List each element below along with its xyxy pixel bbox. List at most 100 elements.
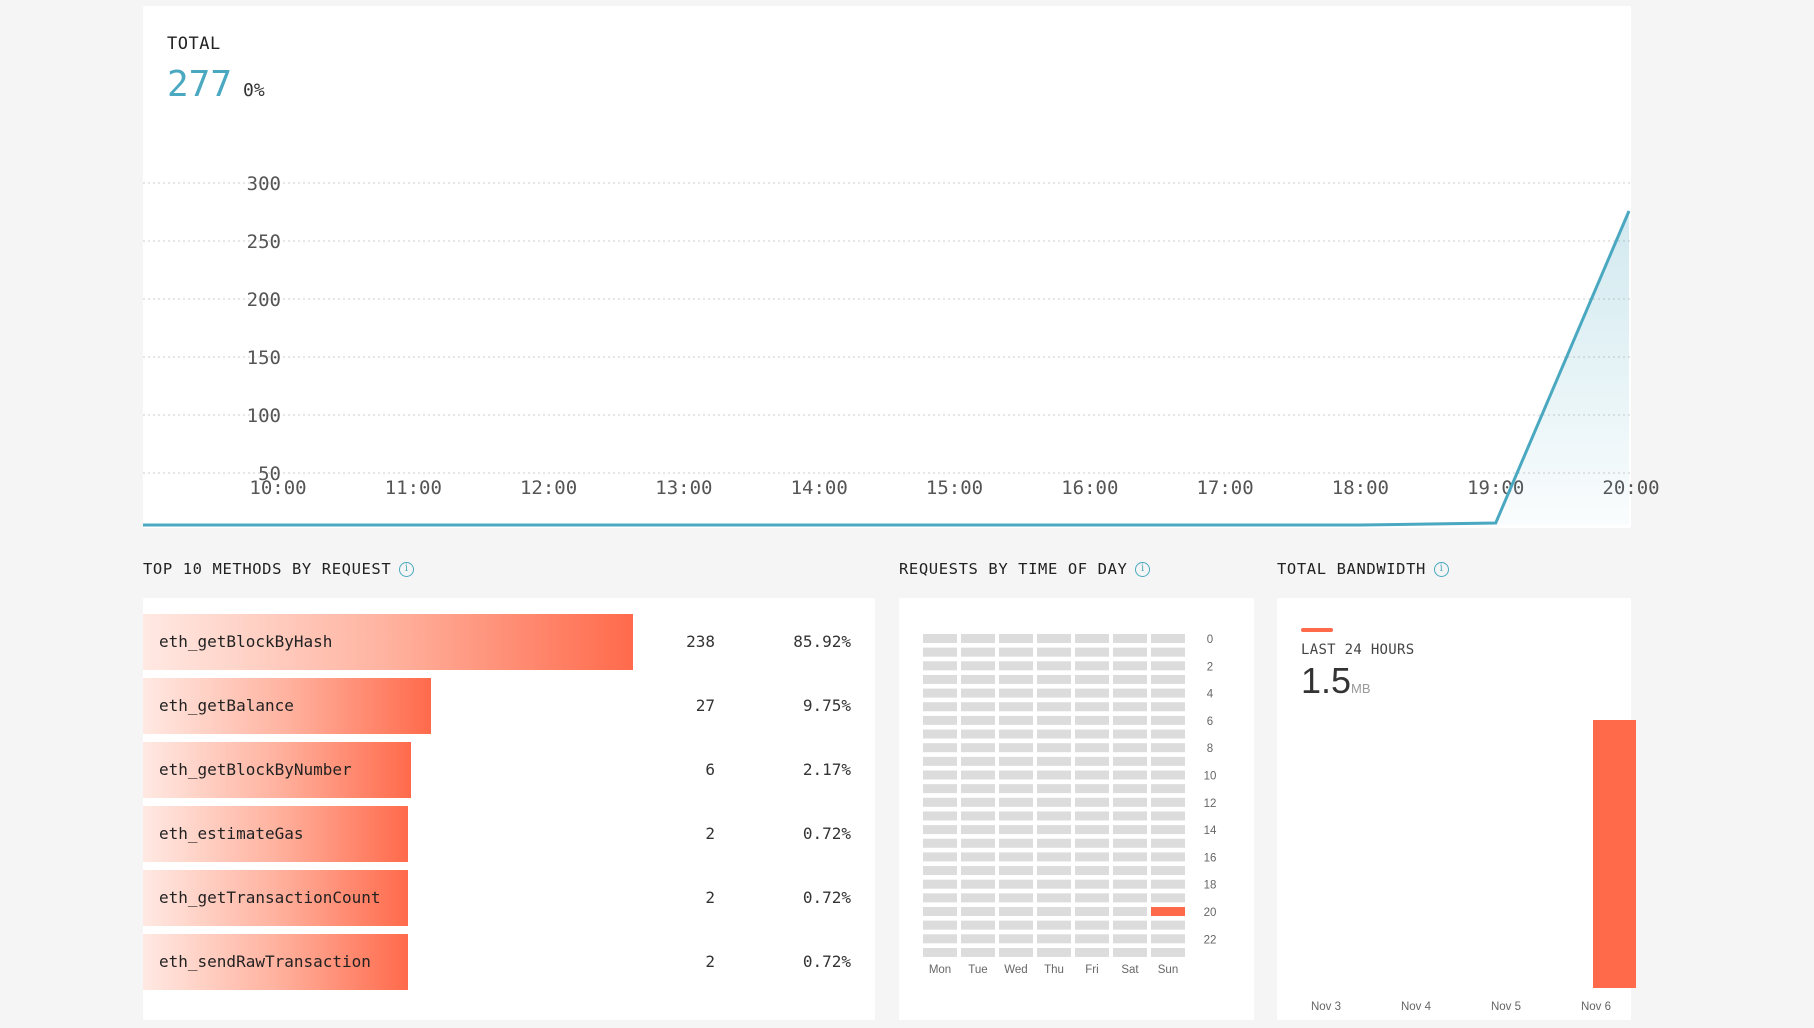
heat-cell	[1037, 661, 1071, 671]
heat-cell	[999, 634, 1033, 643]
heat-cell	[961, 729, 995, 739]
heat-cell	[1037, 947, 1071, 957]
heat-cell	[1151, 852, 1185, 862]
x-tick-label: 17:00	[1196, 477, 1253, 499]
heat-cell	[923, 893, 957, 903]
heat-cell	[999, 811, 1033, 821]
heat-cell	[1075, 852, 1109, 862]
heat-cell	[1075, 784, 1109, 794]
methods-card: eth_getBlockByHash 238 85.92% eth_getBalanc…	[143, 598, 875, 1020]
heat-cell	[1151, 743, 1185, 753]
method-row[interactable]: eth_estimateGas 2 0.72%	[143, 806, 875, 862]
date-label: Nov 4	[1401, 1001, 1432, 1013]
heat-cell	[923, 825, 957, 835]
bandwidth-bar-chart: Nov 3 Nov 4 Nov 5 Nov 6	[1311, 720, 1636, 1013]
heat-cell	[1113, 811, 1147, 821]
method-row[interactable]: eth_getTransactionCount 2 0.72%	[143, 870, 875, 926]
heat-cell	[1113, 674, 1147, 684]
method-row[interactable]: eth_getBlockByNumber 6 2.17%	[143, 742, 875, 798]
heat-cell	[923, 674, 957, 684]
heat-cell	[961, 893, 995, 903]
x-tick-label: 16:00	[1061, 477, 1118, 499]
heat-cell	[961, 797, 995, 807]
method-count: 2	[705, 824, 715, 843]
heat-cell	[1113, 920, 1147, 930]
heat-cell	[1075, 770, 1109, 780]
heat-cell	[961, 784, 995, 794]
method-count: 2	[705, 952, 715, 971]
method-row[interactable]: eth_sendRawTransaction 2 0.72%	[143, 934, 875, 990]
heat-cell	[961, 852, 995, 862]
info-icon[interactable]: i	[399, 561, 415, 577]
heat-cell	[961, 647, 995, 657]
heat-cell	[961, 702, 995, 712]
method-name: eth_getTransactionCount	[159, 888, 381, 907]
method-row[interactable]: eth_getBlockByHash 238 85.92%	[143, 614, 875, 670]
heat-cell	[1037, 907, 1071, 916]
heat-cell	[1113, 934, 1147, 944]
heat-cell	[1113, 688, 1147, 698]
date-label: Nov 3	[1311, 1001, 1341, 1013]
method-count: 238	[686, 632, 715, 651]
info-icon[interactable]: i	[1135, 561, 1151, 577]
method-percent: 85.92%	[793, 632, 851, 651]
heat-cell	[923, 852, 957, 862]
heat-cell	[1037, 811, 1071, 821]
y-tick-label: 50	[258, 463, 281, 485]
heat-cell	[999, 934, 1033, 944]
heat-cell	[1113, 647, 1147, 657]
heat-cell	[1037, 688, 1071, 698]
heat-cell	[923, 920, 957, 930]
x-tick-label: 12:00	[520, 477, 577, 499]
heat-cell	[923, 784, 957, 794]
heat-cell	[999, 674, 1033, 684]
x-tick-label: 14:00	[791, 477, 848, 499]
method-name: eth_getBalance	[159, 696, 294, 715]
method-row[interactable]: eth_getBalance 27 9.75%	[143, 678, 875, 734]
y-tick-label: 200	[247, 289, 281, 311]
heat-cell	[961, 715, 995, 725]
heat-cell	[999, 688, 1033, 698]
heat-cell	[961, 661, 995, 671]
heat-cell	[1151, 702, 1185, 712]
heat-cell	[923, 647, 957, 657]
heat-cell	[1075, 866, 1109, 876]
hour-label: 10	[1204, 771, 1217, 783]
heat-cell	[923, 634, 957, 643]
heat-cell	[1113, 729, 1147, 739]
method-bar	[143, 934, 408, 990]
methods-title-text: TOP 10 METHODS BY REQUEST	[143, 560, 392, 578]
heat-cell	[999, 947, 1033, 957]
heat-cell	[1075, 797, 1109, 807]
heat-cell	[1113, 797, 1147, 807]
bandwidth-value-number: 1.5	[1301, 660, 1352, 701]
day-label: Sun	[1158, 964, 1178, 976]
heat-cell	[999, 729, 1033, 739]
heat-cell	[1075, 838, 1109, 848]
heat-cell	[1037, 838, 1071, 848]
heat-cell	[999, 852, 1033, 862]
heat-cell	[923, 743, 957, 753]
heat-cell	[961, 756, 995, 766]
day-label: Thu	[1044, 964, 1064, 976]
heat-cell	[961, 934, 995, 944]
heat-cell	[1113, 825, 1147, 835]
time-of-day-card: Mon Tue Wed Thu Fri Sat Sun 0 2 4 6 8 10 12 14 16 18 20 22	[899, 598, 1254, 1020]
hour-label: 18	[1204, 880, 1217, 892]
heat-cell	[1151, 811, 1185, 821]
heat-cell	[1037, 825, 1071, 835]
heat-cell	[923, 770, 957, 780]
heat-cell	[923, 947, 957, 957]
heat-cell	[1151, 674, 1185, 684]
info-icon[interactable]: i	[1433, 561, 1449, 577]
hour-label: 22	[1204, 934, 1217, 946]
heat-cell	[1113, 770, 1147, 780]
heat-cell	[1113, 661, 1147, 671]
heat-cell	[1151, 729, 1185, 739]
heat-cell	[1151, 866, 1185, 876]
method-percent: 2.17%	[802, 760, 851, 779]
heat-cell	[1151, 647, 1185, 657]
heat-cell	[961, 838, 995, 848]
heat-cell	[1151, 661, 1185, 671]
heat-cell	[923, 661, 957, 671]
